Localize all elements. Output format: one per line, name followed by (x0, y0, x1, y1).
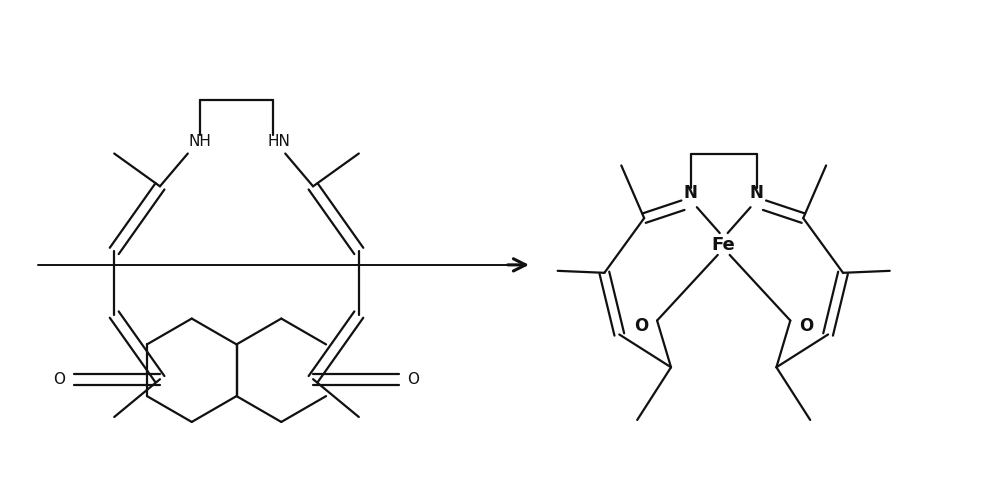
Text: N: N (684, 185, 698, 202)
Text: O: O (408, 372, 420, 387)
Text: O: O (799, 316, 813, 335)
Text: O: O (634, 316, 648, 335)
Text: O: O (54, 372, 66, 387)
Text: Fe: Fe (712, 236, 735, 254)
Text: HN: HN (268, 134, 291, 149)
Text: NH: NH (188, 134, 211, 149)
Text: N: N (749, 185, 763, 202)
